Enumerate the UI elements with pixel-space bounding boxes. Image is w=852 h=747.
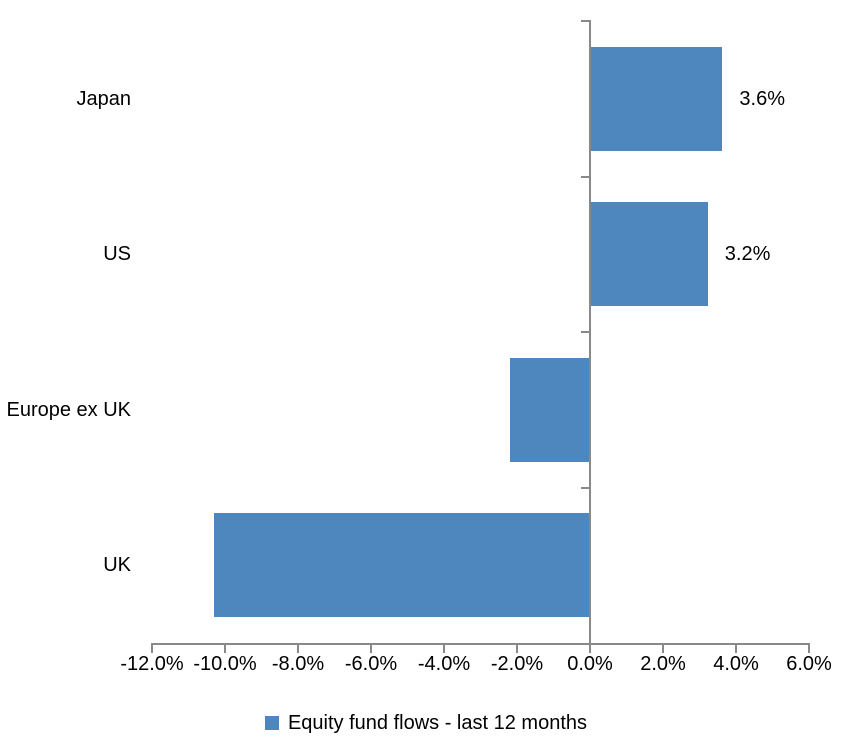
x-axis-tick [151, 643, 153, 653]
x-axis-tick [662, 643, 664, 653]
category-label-us: US [103, 243, 131, 266]
category-label-europe-ex-uk: Europe ex UK [6, 398, 131, 421]
bar-uk [214, 513, 590, 618]
category-axis-tick [581, 20, 589, 22]
x-axis-tick [224, 643, 226, 653]
category-axis-tick [581, 331, 589, 333]
x-axis-tick-label: -10.0% [193, 653, 257, 675]
category-label-uk: UK [103, 554, 131, 577]
bar-us [591, 202, 708, 307]
x-axis-tick-label: -12.0% [120, 653, 184, 675]
x-axis-tick [443, 643, 445, 653]
x-axis-tick-label: 2.0% [640, 653, 686, 675]
x-axis-tick [297, 643, 299, 653]
bar-japan [591, 46, 723, 151]
x-axis-tick-label: 4.0% [713, 653, 759, 675]
category-label-japan: Japan [76, 87, 132, 110]
x-axis-tick-label: -2.0% [490, 653, 544, 675]
x-axis-tick-label: -8.0% [271, 653, 325, 675]
x-axis-tick [370, 643, 372, 653]
value-label-japan: 3.6% [739, 87, 785, 110]
x-axis-tick [808, 643, 810, 653]
x-axis-tick [589, 643, 591, 653]
category-axis-tick [581, 486, 589, 489]
x-axis-tick [516, 643, 518, 653]
legend-swatch-icon [264, 716, 279, 730]
x-axis-tick-label: -6.0% [344, 653, 398, 675]
category-axis-tick [581, 175, 589, 178]
x-axis-line [151, 643, 810, 645]
x-axis-tick-label: 6.0% [786, 653, 832, 675]
value-label-us: 3.2% [724, 243, 771, 266]
legend: Equity fund flows - last 12 months [0, 710, 852, 736]
x-axis-tick-label: 0.0% [567, 653, 613, 675]
zero-axis-line [589, 20, 591, 645]
x-axis-tick [735, 643, 737, 653]
bar-europe-ex-uk [509, 357, 590, 462]
legend-label: Equity fund flows - last 12 months [287, 712, 588, 734]
x-axis-tick-label: -4.0% [417, 653, 471, 675]
